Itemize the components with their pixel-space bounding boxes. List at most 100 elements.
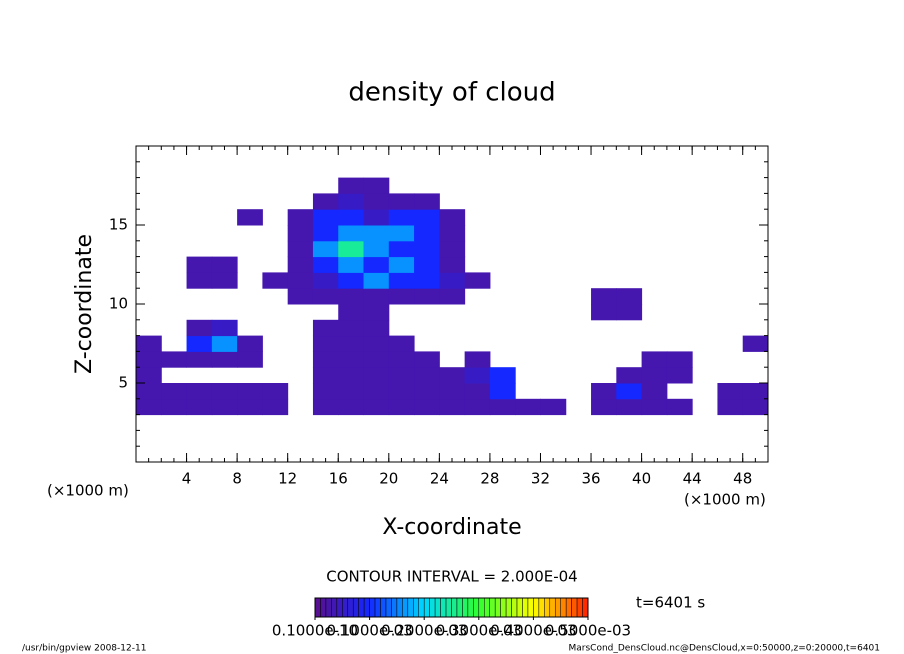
cloud-cell [388, 335, 415, 352]
cloud-cell [186, 383, 213, 400]
cloud-cell [338, 319, 365, 337]
x-tick-label: 20 [379, 470, 398, 488]
x-tick-label: 28 [480, 470, 499, 488]
colorbar-band [467, 597, 474, 618]
cloud-cell [363, 351, 390, 368]
cloud-cell [211, 272, 238, 289]
cloud-cell [161, 383, 188, 400]
colorbar-band [500, 597, 507, 618]
cloud-cell [338, 351, 365, 368]
cloud-cell [388, 209, 415, 226]
cloud-cell [338, 288, 365, 305]
cloud-cell [717, 383, 744, 400]
cloud-cell [515, 398, 541, 416]
cloud-cell [414, 272, 440, 289]
cloud-cell [287, 240, 314, 258]
cloud-cell [211, 351, 238, 368]
cloud-cell [338, 398, 365, 416]
cloud-cell [136, 383, 162, 400]
cloud-cell [363, 383, 390, 400]
y-axis-label: Z-coordinate [72, 234, 97, 374]
x-tick-label: 8 [232, 470, 242, 488]
cloud-cell [312, 367, 339, 384]
x-axis-label: X-coordinate [382, 515, 521, 540]
cloud-cell [414, 351, 440, 368]
cloud-cell [287, 288, 314, 305]
cloud-cell [161, 398, 188, 416]
colorbar-band [380, 597, 387, 618]
cloud-cell [666, 351, 693, 368]
colorbar-band [560, 597, 567, 618]
cloud-cell [338, 383, 365, 400]
x-tick-label: 12 [278, 470, 297, 488]
cloud-cell [464, 383, 491, 400]
colorbar-band [544, 597, 551, 618]
colorbar-band [527, 597, 534, 618]
colorbar-band [571, 597, 578, 618]
colorbar-band [342, 597, 349, 618]
colorbar-band [522, 597, 529, 618]
cloud-cell [287, 225, 314, 242]
cloud-cell [136, 367, 162, 384]
cloud-cell [464, 398, 491, 416]
cloud-cell [666, 398, 693, 416]
colorbar-band [385, 597, 392, 618]
cloud-cell [616, 367, 643, 384]
cloud-cell [540, 398, 567, 416]
colorbar-band [484, 597, 490, 618]
cloud-cell [363, 398, 390, 416]
x-unit: (×1000 m) [684, 491, 766, 509]
colorbar-band [325, 597, 332, 618]
cloud-cell [616, 288, 643, 305]
colorbar-band [533, 597, 540, 618]
colorbar-band [434, 597, 441, 618]
cloud-cell [439, 209, 466, 226]
cloud-cell [388, 351, 415, 368]
cloud-cell [363, 319, 390, 337]
colorbar-tick-label: 0.2000e-03 [381, 622, 467, 640]
cloud-cell [312, 225, 339, 242]
cloud-cell [186, 398, 213, 416]
cloud-cell [338, 304, 365, 321]
cloud-cell [414, 398, 440, 416]
cloud-cell [641, 398, 668, 416]
cloud-cell [439, 240, 466, 258]
cloud-cell [388, 398, 415, 416]
cloud-cell [616, 304, 643, 321]
cloud-cell [312, 351, 339, 368]
y-tick-label: 10 [109, 295, 128, 313]
y-tick-label: 15 [109, 216, 128, 234]
cloud-cell [414, 256, 440, 273]
cloud-cell [262, 383, 289, 400]
colorbar-band [374, 597, 381, 618]
colorbar-band [554, 597, 561, 618]
colorbar-band [451, 597, 458, 618]
x-tick-label: 40 [632, 470, 651, 488]
x-tick-label: 4 [182, 470, 192, 488]
x-tick-label: 44 [683, 470, 702, 488]
colorbar-band [413, 597, 419, 618]
cloud-cell [489, 398, 516, 416]
cloud-cell [464, 367, 491, 384]
x-tick-label: 36 [581, 470, 600, 488]
cloud-cell [388, 383, 415, 400]
x-tick-label: 16 [329, 470, 348, 488]
cloud-cell [414, 209, 440, 226]
cloud-cell [262, 398, 289, 416]
cloud-cell [641, 351, 668, 368]
colorbar-band [445, 597, 452, 618]
cloud-cell [591, 288, 617, 305]
colorbar-band [505, 597, 512, 618]
cloud-cell [363, 288, 390, 305]
cloud-cell [388, 256, 415, 273]
x-tick-label: 48 [733, 470, 752, 488]
cloud-cell [742, 383, 769, 400]
colorbar-tick-label: 0.3000e-03 [436, 622, 522, 640]
colorbar-band [418, 597, 425, 618]
cloud-cell [211, 256, 238, 273]
cloud-cell [287, 272, 314, 289]
cloud-cell [363, 209, 390, 226]
cloud-cell [338, 272, 365, 289]
colorbar-band [516, 597, 523, 618]
cloud-cell [136, 351, 162, 368]
